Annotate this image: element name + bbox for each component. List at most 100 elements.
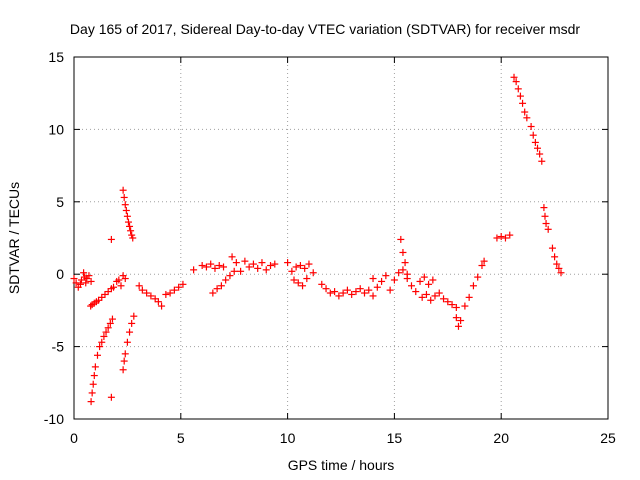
- data-point: [551, 253, 559, 261]
- data-point: [399, 248, 407, 256]
- data-point: [76, 280, 84, 288]
- x-tick-label: 15: [387, 430, 403, 446]
- data-point: [548, 244, 556, 252]
- data-point: [541, 212, 549, 220]
- data-point: [390, 276, 398, 284]
- data-point: [128, 319, 136, 327]
- data-point: [115, 276, 123, 284]
- data-point: [72, 279, 80, 287]
- data-point: [519, 99, 527, 107]
- data-point: [211, 264, 219, 272]
- data-point: [296, 262, 304, 270]
- data-point: [107, 235, 115, 243]
- y-axis-label: SDTVAR / TECUs: [6, 182, 22, 294]
- data-point: [425, 280, 433, 288]
- data-point: [373, 283, 381, 291]
- data-point: [420, 273, 428, 281]
- data-point: [514, 85, 522, 93]
- data-point: [87, 302, 95, 310]
- data-points: [70, 73, 565, 406]
- data-point: [179, 280, 187, 288]
- x-tick-label: 10: [280, 430, 296, 446]
- data-point: [348, 290, 356, 298]
- y-tick-label: -5: [52, 339, 65, 355]
- data-point: [339, 289, 347, 297]
- data-point: [427, 296, 435, 304]
- data-point: [444, 298, 452, 306]
- data-point: [457, 317, 465, 325]
- data-point: [121, 350, 129, 358]
- data-point: [209, 289, 217, 297]
- data-point: [465, 293, 473, 301]
- data-point: [480, 257, 488, 265]
- x-axis-label: GPS time / hours: [288, 457, 395, 473]
- data-point: [365, 286, 373, 294]
- data-point: [121, 201, 129, 209]
- data-point: [121, 275, 129, 283]
- data-point: [431, 292, 439, 300]
- y-tick-label: 0: [56, 266, 64, 282]
- data-point: [96, 343, 104, 351]
- data-point: [117, 282, 125, 290]
- data-point: [461, 302, 469, 310]
- data-point: [557, 269, 565, 277]
- data-point: [98, 338, 106, 346]
- data-point: [326, 289, 334, 297]
- data-point: [93, 351, 101, 359]
- data-point: [369, 275, 377, 283]
- data-point: [102, 328, 110, 336]
- data-point: [510, 73, 518, 81]
- data-point: [544, 225, 552, 233]
- data-point: [89, 380, 97, 388]
- data-point: [143, 289, 151, 297]
- data-point: [166, 289, 174, 297]
- data-point: [198, 262, 206, 270]
- data-point: [294, 279, 302, 287]
- data-point: [127, 227, 135, 235]
- data-point: [542, 220, 550, 228]
- data-point: [90, 372, 98, 380]
- data-point: [226, 272, 234, 280]
- data-point: [85, 272, 93, 280]
- x-tick-label: 25: [600, 430, 616, 446]
- data-point: [501, 234, 509, 242]
- data-point: [123, 338, 131, 346]
- tick-labels: 0 5 10 15 20 25 -10 -5 0 5 10 15: [44, 49, 616, 446]
- data-point: [309, 269, 317, 277]
- data-point: [335, 292, 343, 300]
- data-point: [217, 282, 225, 290]
- data-point: [478, 262, 486, 270]
- data-point: [452, 304, 460, 312]
- data-point: [529, 131, 537, 139]
- data-point: [305, 260, 313, 268]
- axis-ticks: [73, 56, 609, 420]
- data-point: [301, 264, 309, 272]
- data-point: [331, 288, 339, 296]
- plot-frame: [73, 56, 609, 420]
- data-point: [284, 259, 292, 267]
- data-point: [202, 263, 210, 271]
- data-point: [262, 266, 270, 274]
- data-point: [538, 157, 546, 165]
- data-point: [108, 315, 116, 323]
- data-point: [403, 275, 411, 283]
- data-point: [258, 259, 266, 267]
- data-point: [241, 257, 249, 265]
- data-point: [356, 285, 364, 293]
- data-point: [290, 276, 298, 284]
- data-point: [343, 286, 351, 294]
- data-point: [516, 92, 524, 100]
- data-point: [497, 233, 505, 241]
- data-point: [100, 332, 108, 340]
- data-point: [220, 263, 228, 271]
- data-point: [352, 288, 360, 296]
- data-point: [397, 235, 405, 243]
- data-point: [416, 277, 424, 285]
- data-point: [555, 264, 563, 272]
- data-point: [122, 206, 130, 214]
- data-point: [534, 144, 542, 152]
- data-point: [135, 282, 143, 290]
- data-point: [267, 262, 275, 270]
- data-point: [190, 266, 198, 274]
